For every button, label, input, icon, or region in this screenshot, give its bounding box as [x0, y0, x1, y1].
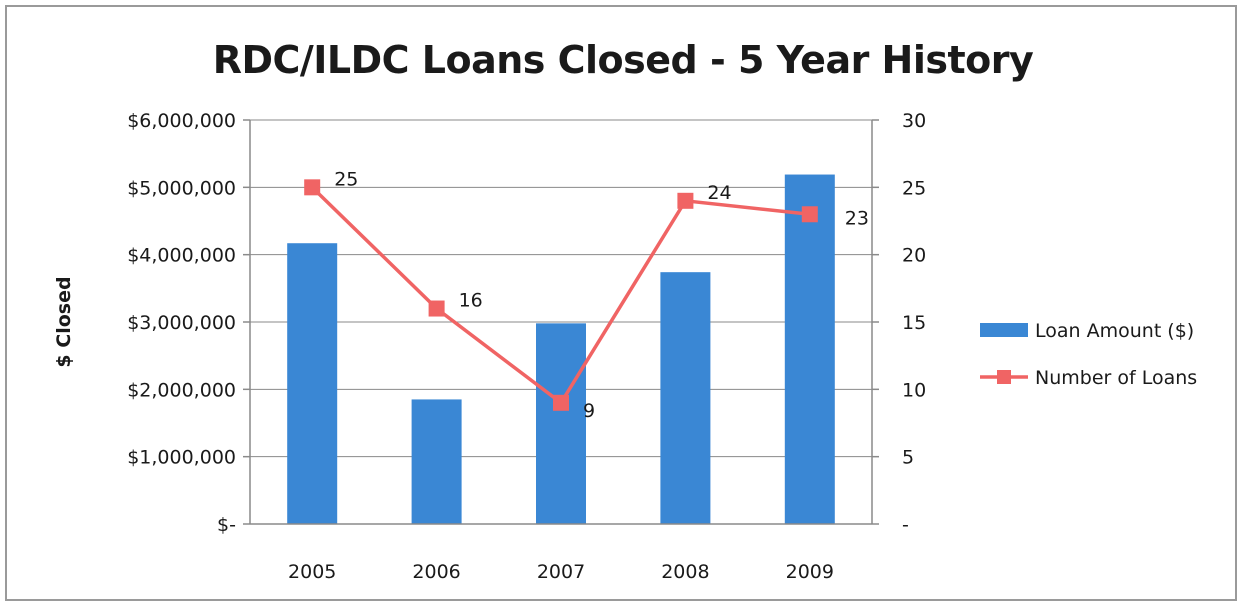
x-tick-label: 2007 [537, 561, 585, 583]
marker-2005 [304, 179, 321, 196]
y-tick-label: $1,000,000 [127, 447, 236, 469]
y-tick-label: $6,000,000 [127, 110, 236, 132]
legend: Loan Amount ($) Number of Loans [980, 320, 1197, 389]
data-label-2008: 24 [707, 182, 731, 204]
data-label-2007: 9 [583, 400, 595, 422]
marker-2007 [553, 394, 569, 411]
bar-2008 [660, 272, 711, 524]
legend-swatch-loan-amount [980, 323, 1028, 337]
y-tick-label: $2,000,000 [127, 379, 236, 401]
data-label-2009: 23 [845, 207, 869, 229]
legend-label-number-of-loans: Number of Loans [1035, 367, 1197, 389]
bar-2005 [287, 243, 338, 524]
data-label-2006: 16 [459, 290, 483, 312]
x-tick-label: 2009 [786, 561, 834, 583]
x-tick-label: 2005 [288, 561, 336, 583]
data-label-2005: 25 [334, 168, 358, 190]
y-tick-label: $3,000,000 [127, 312, 236, 334]
y2-tick-label: 10 [902, 379, 926, 401]
y-tick-label: $5,000,000 [127, 177, 236, 199]
legend-label-loan-amount: Loan Amount ($) [1035, 320, 1194, 342]
marker-2009 [801, 206, 818, 223]
marker-2006 [428, 300, 445, 317]
bar-2006 [411, 399, 462, 524]
tick-labels: $- $1,000,000 $2,000,000 $3,000,000 $4,000,0… [53, 110, 926, 583]
line-series: 25 16 9 24 23 [304, 168, 869, 422]
y-tick-label: $4,000,000 [127, 245, 236, 267]
bar-2009 [784, 174, 835, 525]
chart-title: RDC/ILDC Loans Closed - 5 Year History [212, 38, 1034, 82]
y2-tick-label: 25 [902, 177, 926, 199]
y2-tick-label: 30 [902, 110, 926, 132]
y2-tick-label: 5 [902, 447, 914, 469]
axes [243, 119, 879, 525]
y2-tick-label: - [902, 514, 909, 536]
legend-swatch-marker [997, 370, 1011, 384]
bar-series [287, 174, 835, 525]
y-axis-title: $ Closed [53, 276, 75, 367]
x-tick-label: 2008 [661, 561, 709, 583]
y2-tick-label: 15 [902, 312, 926, 334]
marker-2008 [677, 192, 694, 209]
bar-2007 [536, 323, 586, 524]
y-tick-label: $- [217, 514, 236, 536]
x-tick-label: 2006 [412, 561, 460, 583]
y2-tick-label: 20 [902, 245, 926, 267]
